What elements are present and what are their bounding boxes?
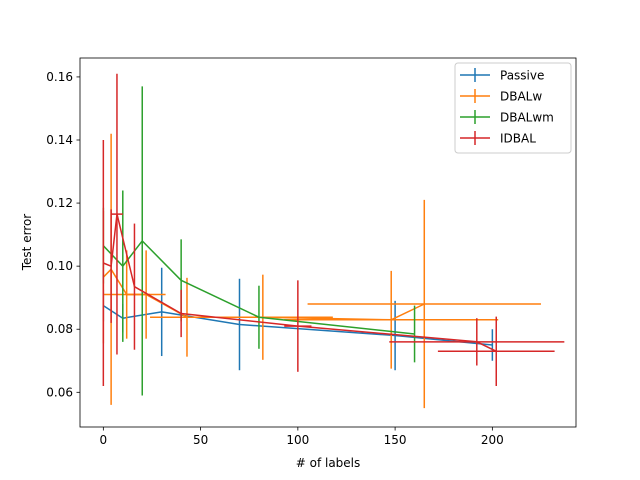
series-idbal [102,73,565,386]
x-tick-label: 100 [286,433,309,447]
legend-frame [454,62,572,154]
legend-label: DBALw [500,90,542,104]
x-tick-label: 50 [193,433,208,447]
x-tick-label: 200 [481,433,504,447]
y-tick-label: 0.12 [46,196,73,210]
y-axis-label: Test error [20,214,34,272]
legend-label: IDBAL [500,132,536,146]
series-line-idbal [103,213,497,352]
plot-frame [79,57,577,428]
y-axis-ticks: 0.06 0.08 0.10 0.12 0.14 0.16 [46,70,80,399]
y-tick-label: 0.08 [46,322,73,336]
legend-label: DBALwm [500,111,554,125]
x-tick-label: 150 [384,433,407,447]
series-layer [102,73,565,409]
y-tick-label: 0.14 [46,133,73,147]
x-tick-label: 0 [100,433,108,447]
series-line-passive [102,304,493,346]
series-dbalwm [102,86,416,396]
legend-item-passive: Passive [460,68,544,83]
legend-item-idbal: IDBAL [460,131,536,146]
legend-label: Passive [500,69,544,83]
y-tick-label: 0.06 [46,385,73,399]
y-tick-label: 0.10 [46,259,73,273]
legend-item-dbalw: DBALw [460,89,542,104]
y-tick-label: 0.16 [46,70,73,84]
x-axis-ticks: 0 50 100 150 200 [100,427,504,447]
legend: Passive DBALw DBALwm IDBAL [454,62,572,154]
legend-item-dbalwm: DBALwm [460,110,554,125]
series-line-dbalwm [102,240,415,335]
x-axis-label: # of labels [296,456,361,470]
